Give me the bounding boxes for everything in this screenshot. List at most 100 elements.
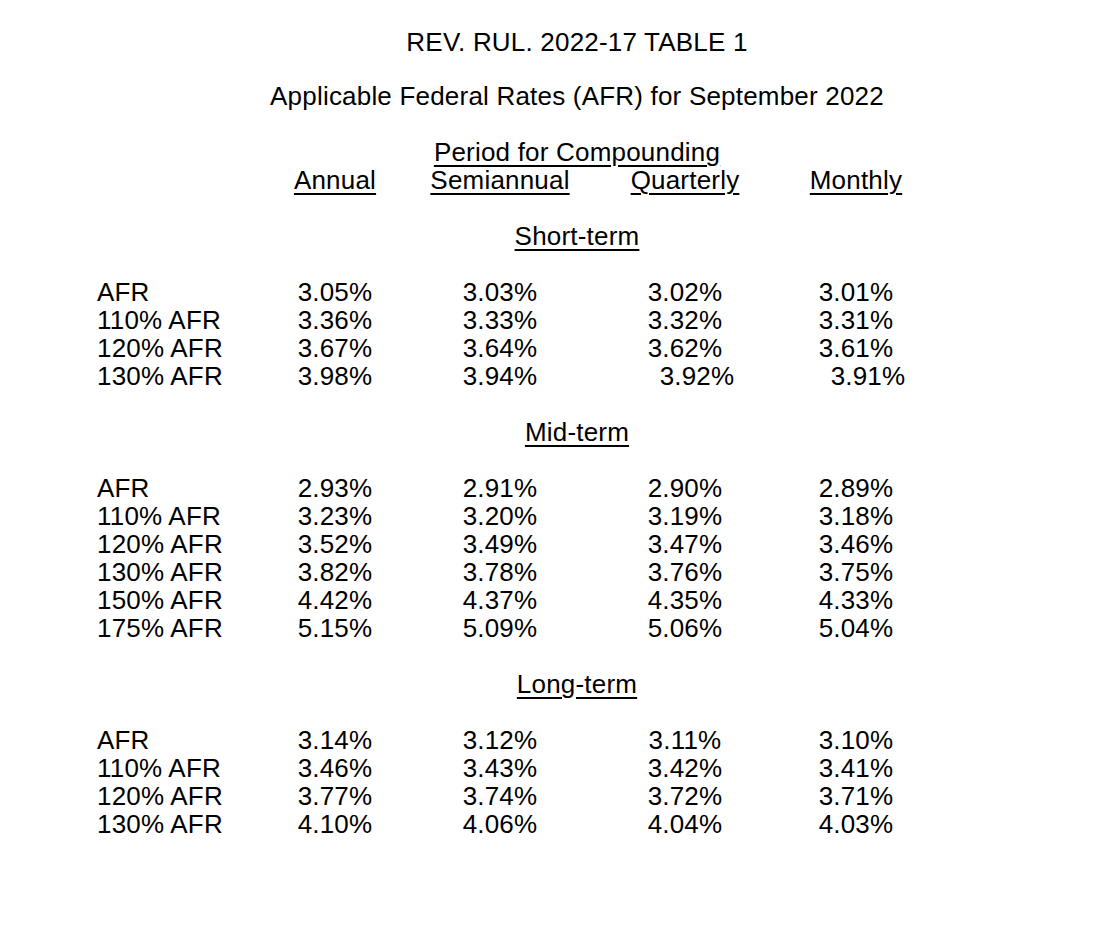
rate-value: 3.77% xyxy=(270,782,400,810)
table-row: AFR 3.14% 3.12% 3.11% 3.10% xyxy=(97,726,1057,754)
row-label: 150% AFR xyxy=(97,586,270,614)
section-long-term: Long-term AFR 3.14% 3.12% 3.11% 3.10% 11… xyxy=(97,670,1057,838)
table-row: 150% AFR 4.42% 4.37% 4.35% 4.33% xyxy=(97,586,1057,614)
rate-value: 3.46% xyxy=(270,754,400,782)
rate-value: 4.42% xyxy=(270,586,400,614)
table-row: 120% AFR 3.77% 3.74% 3.72% 3.71% xyxy=(97,782,1057,810)
rate-value: 3.23% xyxy=(270,502,400,530)
rate-value: 3.11% xyxy=(600,726,770,754)
row-label: AFR xyxy=(97,474,270,502)
rate-value: 5.04% xyxy=(770,614,942,642)
rate-value: 3.41% xyxy=(770,754,942,782)
row-label: AFR xyxy=(97,726,270,754)
rate-value: 3.62% xyxy=(600,334,770,362)
rate-value: 3.52% xyxy=(270,530,400,558)
table-row: 120% AFR 3.67% 3.64% 3.62% 3.61% xyxy=(97,334,1057,362)
rate-value: 3.43% xyxy=(400,754,600,782)
rate-value: 2.90% xyxy=(600,474,770,502)
column-header-quarterly: Quarterly xyxy=(600,166,770,194)
rate-value: 3.78% xyxy=(400,558,600,586)
rate-value: 3.94% xyxy=(400,362,600,390)
section-title-label: Short-term xyxy=(515,221,640,251)
rate-value: 4.37% xyxy=(400,586,600,614)
rate-value: 4.06% xyxy=(400,810,600,838)
rate-value: 5.15% xyxy=(270,614,400,642)
column-header-semiannual: Semiannual xyxy=(400,166,600,194)
section-rows: AFR 2.93% 2.91% 2.90% 2.89% 110% AFR 3.2… xyxy=(97,474,1057,642)
document-content: REV. RUL. 2022-17 TABLE 1 Applicable Fed… xyxy=(97,0,1057,838)
afr-table: Period for Compounding Annual Semiannual… xyxy=(97,138,1057,838)
row-label: 120% AFR xyxy=(97,782,270,810)
table-row: 110% AFR 3.36% 3.33% 3.32% 3.31% xyxy=(97,306,1057,334)
table-row: AFR 2.93% 2.91% 2.90% 2.89% xyxy=(97,474,1057,502)
row-label: 130% AFR xyxy=(97,558,270,586)
rate-value: 3.03% xyxy=(400,278,600,306)
rate-value: 3.42% xyxy=(600,754,770,782)
row-label: AFR xyxy=(97,278,270,306)
rate-value: 3.02% xyxy=(600,278,770,306)
section-title-label: Long-term xyxy=(517,669,637,699)
rate-value: 3.32% xyxy=(600,306,770,334)
rate-value: 3.46% xyxy=(770,530,942,558)
table-row: AFR 3.05% 3.03% 3.02% 3.01% xyxy=(97,278,1057,306)
rate-value: 4.04% xyxy=(600,810,770,838)
row-label: 120% AFR xyxy=(97,334,270,362)
rate-value: 3.01% xyxy=(770,278,942,306)
rate-value: 3.64% xyxy=(400,334,600,362)
section-title: Long-term xyxy=(97,670,1057,698)
table-row: 110% AFR 3.23% 3.20% 3.19% 3.18% xyxy=(97,502,1057,530)
table-row: 130% AFR 3.82% 3.78% 3.76% 3.75% xyxy=(97,558,1057,586)
compounding-header: Period for Compounding xyxy=(97,138,1057,166)
column-header-monthly: Monthly xyxy=(770,166,942,194)
rate-value: 3.18% xyxy=(770,502,942,530)
compounding-header-label: Period for Compounding xyxy=(434,137,720,167)
rate-value: 3.61% xyxy=(770,334,942,362)
rate-value: 2.91% xyxy=(400,474,600,502)
rate-value: 3.36% xyxy=(270,306,400,334)
rate-value: 5.09% xyxy=(400,614,600,642)
rate-value: 3.20% xyxy=(400,502,600,530)
rate-value: 3.47% xyxy=(600,530,770,558)
row-label: 130% AFR xyxy=(97,810,270,838)
rate-value: 4.33% xyxy=(770,586,942,614)
row-label: 110% AFR xyxy=(97,502,270,530)
document-subtitle: Applicable Federal Rates (AFR) for Septe… xyxy=(97,82,1057,110)
table-row: 175% AFR 5.15% 5.09% 5.06% 5.04% xyxy=(97,614,1057,642)
section-title: Mid-term xyxy=(97,418,1057,446)
row-label: 120% AFR xyxy=(97,530,270,558)
rate-value: 3.72% xyxy=(600,782,770,810)
column-header-annual: Annual xyxy=(270,166,400,194)
row-label: 110% AFR xyxy=(97,306,270,334)
rate-value: 4.10% xyxy=(270,810,400,838)
section-rows: AFR 3.05% 3.03% 3.02% 3.01% 110% AFR 3.3… xyxy=(97,278,1057,390)
table-row: 130% AFR 3.98% 3.94% 3.92% 3.91% xyxy=(97,362,1057,390)
rate-value: 3.49% xyxy=(400,530,600,558)
rate-value: 3.82% xyxy=(270,558,400,586)
rate-value: 3.98% xyxy=(270,362,400,390)
row-label: 175% AFR xyxy=(97,614,270,642)
afr-document-page: REV. RUL. 2022-17 TABLE 1 Applicable Fed… xyxy=(0,0,1117,925)
rate-value: 3.14% xyxy=(270,726,400,754)
rate-value: 3.91% xyxy=(782,362,954,390)
rate-value: 3.05% xyxy=(270,278,400,306)
rate-value: 2.93% xyxy=(270,474,400,502)
table-row: 110% AFR 3.46% 3.43% 3.42% 3.41% xyxy=(97,754,1057,782)
rate-value: 3.33% xyxy=(400,306,600,334)
section-title: Short-term xyxy=(97,222,1057,250)
rate-value: 3.76% xyxy=(600,558,770,586)
rate-value: 3.12% xyxy=(400,726,600,754)
rate-value: 3.75% xyxy=(770,558,942,586)
section-title-label: Mid-term xyxy=(525,417,629,447)
rate-value: 3.74% xyxy=(400,782,600,810)
table-row: 120% AFR 3.52% 3.49% 3.47% 3.46% xyxy=(97,530,1057,558)
rate-value: 3.71% xyxy=(770,782,942,810)
rate-value: 4.35% xyxy=(600,586,770,614)
row-label: 130% AFR xyxy=(97,362,270,390)
rate-value: 3.67% xyxy=(270,334,400,362)
document-title: REV. RUL. 2022-17 TABLE 1 xyxy=(97,28,1057,56)
rate-value: 5.06% xyxy=(600,614,770,642)
table-row: 130% AFR 4.10% 4.06% 4.04% 4.03% xyxy=(97,810,1057,838)
section-short-term: Short-term AFR 3.05% 3.03% 3.02% 3.01% 1… xyxy=(97,222,1057,390)
rate-value: 3.92% xyxy=(612,362,782,390)
rate-value: 3.19% xyxy=(600,502,770,530)
